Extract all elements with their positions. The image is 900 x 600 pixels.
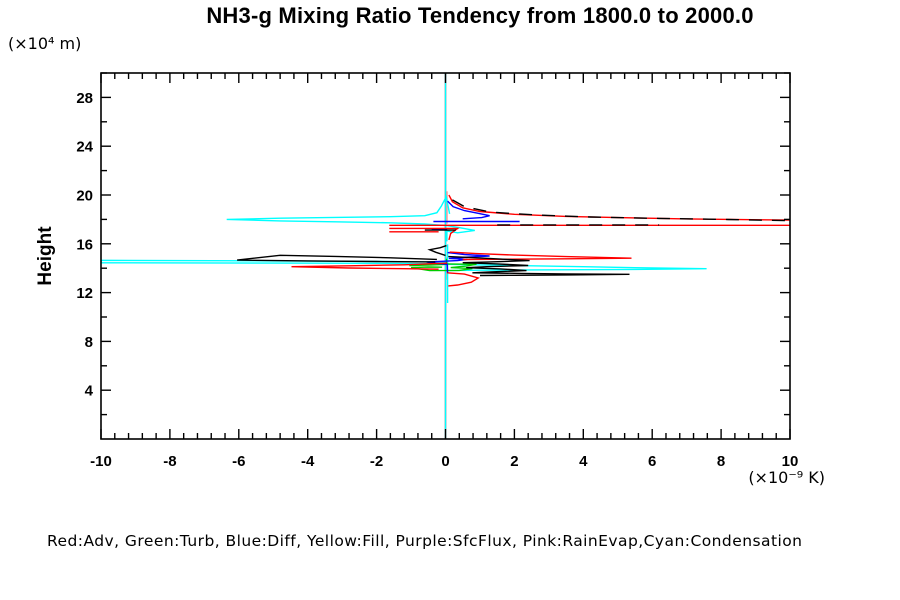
y-axis-title: Height — [35, 226, 56, 286]
series-adv-line — [389, 227, 460, 241]
x-tick-label: 10 — [782, 453, 799, 470]
x-tick-label: -8 — [163, 453, 176, 470]
x-tick-label: -4 — [301, 453, 315, 470]
y-tick-label: 28 — [76, 90, 93, 107]
series-condensation-line — [226, 194, 475, 242]
x-tick-label: -6 — [232, 453, 245, 470]
x-axis-unit-label: (×10⁻⁹ K) — [748, 468, 825, 487]
y-tick-label: 20 — [76, 188, 93, 205]
x-tick-label: 6 — [648, 453, 656, 470]
x-tick-label: 2 — [510, 453, 518, 470]
x-tick-label: -10 — [90, 453, 112, 470]
y-tick-label: 24 — [76, 139, 93, 156]
series-condensation-line — [447, 263, 707, 272]
series-turb-line — [410, 263, 477, 272]
x-tick-label: 8 — [717, 453, 725, 470]
x-tick-label: 0 — [441, 453, 449, 470]
series-adv-line — [449, 251, 632, 261]
x-tick-label: -2 — [370, 453, 383, 470]
series-color-legend: Red:Adv, Green:Turb, Blue:Diff, Yellow:F… — [47, 532, 803, 550]
y-tick-label: 16 — [76, 236, 93, 253]
series-adv-line — [291, 262, 448, 270]
series-adv-line — [448, 194, 790, 221]
y-axis-unit-label: (×10⁴ m) — [8, 34, 82, 53]
series-curves — [101, 73, 790, 439]
series-diff-line — [447, 200, 490, 220]
page-title: NH3-g Mixing Ratio Tendency from 1800.0 … — [206, 3, 754, 28]
y-tick-label: 8 — [85, 334, 93, 351]
series-black-unlabeled-net--line — [448, 255, 630, 277]
series-black-unlabeled-net--line — [237, 254, 437, 263]
y-tick-label: 4 — [85, 383, 94, 400]
series-adv-line — [447, 272, 480, 287]
y-tick-label: 12 — [76, 285, 93, 302]
x-tick-label: 4 — [579, 453, 588, 470]
series-black-unlabeled-net--line — [452, 199, 790, 222]
series-black-unlabeled-net--line — [427, 244, 447, 257]
